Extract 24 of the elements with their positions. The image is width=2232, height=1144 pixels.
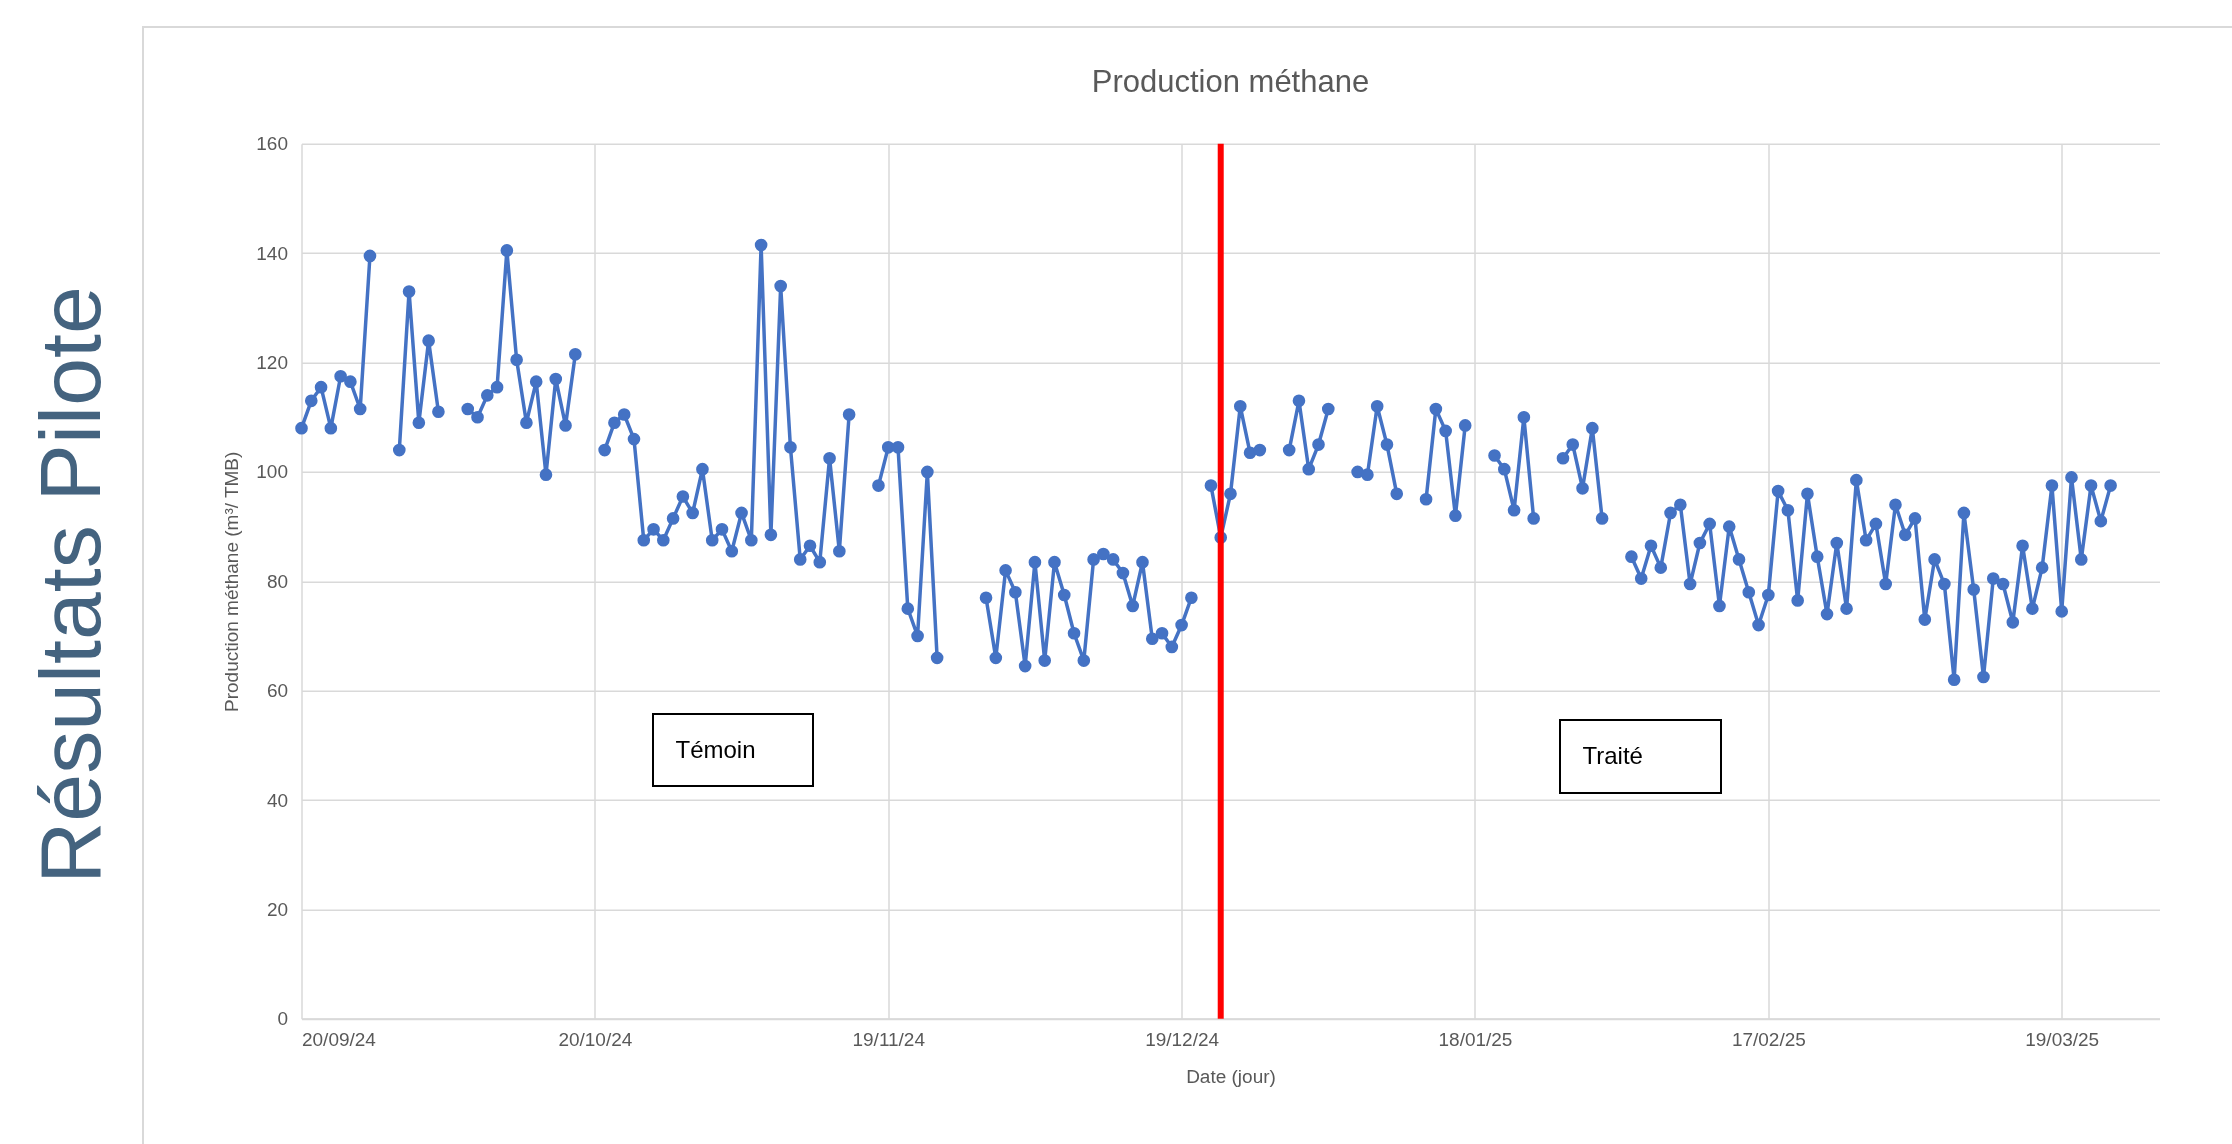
y-tick-label: 120 [256,352,288,374]
y-tick-label: 60 [266,680,288,702]
x-tick-label: 19/11/24 [852,1029,925,1051]
text-box: Témoin [651,712,814,787]
y-tick-label: 100 [256,461,288,483]
text-box: Traité [1558,718,1722,794]
y-tick-label: 20 [266,898,288,920]
y-axis-title: Production méthane (m³/ TMB) [221,451,243,712]
annotation: Témoin [675,735,756,764]
y-tick-label: 40 [266,789,288,811]
y-tick-label: 140 [256,242,288,264]
x-tick-label: 20/09/24 [302,1029,376,1051]
text: Résultats Pilote [20,286,119,884]
y-tick-label: 160 [256,133,288,155]
y-tick-label: 80 [266,570,288,592]
chart-title: Production méthane [1091,63,1370,99]
x-tick-label: 17/02/25 [1731,1029,1806,1051]
x-tick-label: 19/03/25 [2025,1029,2100,1051]
x-tick-label: 18/01/25 [1438,1029,1513,1051]
x-tick-label: 19/12/24 [1145,1029,1220,1051]
x-axis-title: Date (jour) [1186,1066,1276,1088]
annotation: Traité [1582,742,1643,771]
y-tick-label: 0 [277,1008,288,1030]
x-tick-label: 20/10/24 [558,1029,633,1051]
